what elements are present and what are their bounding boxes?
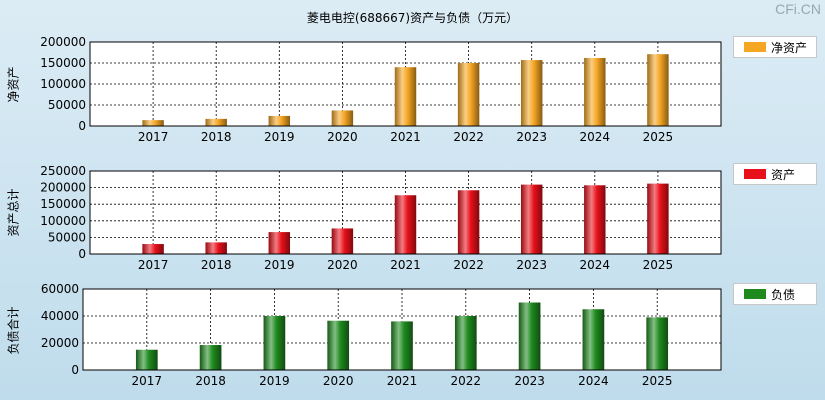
legend-swatch-liabilities (744, 289, 766, 299)
bar-net_assets-2017 (142, 120, 164, 126)
bar-net_assets-2021 (394, 67, 417, 126)
bar-liabilities-2023 (518, 302, 541, 370)
bar-liabilities-2018 (199, 345, 222, 370)
y-tick-label-total_assets: 50000 (48, 230, 86, 244)
y-tick-label-liabilities: 0 (71, 363, 79, 377)
bar-total_assets-2022 (457, 190, 480, 254)
bar-total_assets-2021 (394, 195, 417, 254)
bar-total_assets-2023 (520, 184, 543, 254)
x-tick-label-total_assets: 2023 (516, 258, 547, 272)
y-tick-label-total_assets: 200000 (40, 181, 86, 195)
bar-liabilities-2022 (454, 316, 477, 370)
bar-total_assets-2017 (142, 244, 164, 254)
x-tick-label-total_assets: 2025 (643, 258, 674, 272)
x-tick-label-total_assets: 2020 (327, 258, 358, 272)
bar-liabilities-2019 (263, 316, 286, 370)
legend-swatch-assets (744, 169, 766, 179)
x-tick-label-total_assets: 2019 (264, 258, 295, 272)
bar-total_assets-2020 (331, 228, 354, 254)
bar-total_assets-2018 (205, 242, 227, 254)
bar-total_assets-2025 (647, 183, 669, 254)
y-tick-label-liabilities: 40000 (41, 309, 79, 323)
bar-net_assets-2018 (205, 118, 227, 126)
legend-assets: 资产 (733, 163, 817, 185)
x-tick-label-liabilities: 2019 (259, 374, 290, 388)
x-tick-label-liabilities: 2022 (451, 374, 482, 388)
legend-liabilities: 负债 (733, 283, 817, 305)
x-tick-label-net_assets: 2024 (580, 130, 611, 144)
bar-liabilities-2017 (135, 349, 158, 370)
x-tick-label-liabilities: 2025 (642, 374, 673, 388)
x-tick-label-liabilities: 2017 (132, 374, 163, 388)
legend-net-assets: 净资产 (733, 36, 817, 58)
plot-frame-total_assets (89, 170, 722, 255)
plot-frame-liabilities (82, 288, 722, 371)
x-tick-label-net_assets: 2021 (390, 130, 421, 144)
x-tick-label-total_assets: 2018 (201, 258, 232, 272)
bar-liabilities-2024 (582, 309, 605, 370)
x-tick-label-net_assets: 2017 (138, 130, 169, 144)
y-tick-label-net_assets: 200000 (40, 35, 86, 49)
x-tick-label-total_assets: 2017 (138, 258, 169, 272)
bar-net_assets-2025 (647, 54, 669, 126)
y-tick-label-net_assets: 100000 (40, 77, 86, 91)
x-tick-label-total_assets: 2021 (390, 258, 421, 272)
y-tick-label-total_assets: 0 (78, 247, 86, 261)
legend-label-liabilities: 负债 (771, 287, 796, 302)
y-tick-label-net_assets: 50000 (48, 98, 86, 112)
legend-label-assets: 资产 (771, 167, 796, 182)
bar-liabilities-2025 (646, 317, 669, 370)
legend-label-net-assets: 净资产 (771, 40, 808, 55)
y-tick-label-liabilities: 60000 (41, 282, 79, 296)
bar-net_assets-2019 (268, 115, 291, 126)
bar-net_assets-2020 (331, 110, 354, 126)
watermark-logo: CFi.CN (775, 1, 821, 17)
x-tick-label-total_assets: 2024 (580, 258, 611, 272)
plot-frame-net_assets (89, 41, 722, 127)
y-tick-label-total_assets: 100000 (40, 214, 86, 228)
x-tick-label-net_assets: 2025 (643, 130, 674, 144)
x-tick-label-liabilities: 2020 (323, 374, 354, 388)
bar-net_assets-2022 (457, 63, 480, 126)
bar-total_assets-2024 (584, 185, 606, 254)
x-tick-label-liabilities: 2021 (387, 374, 418, 388)
chart-title: 菱电电控(688667)资产与负债（万元） (306, 11, 519, 25)
y-tick-label-total_assets: 250000 (40, 164, 86, 178)
y-tick-label-net_assets: 0 (78, 119, 86, 133)
y-tick-label-liabilities: 20000 (41, 336, 79, 350)
y-axis-label-liabilities: 负债合计 (6, 305, 21, 355)
bar-liabilities-2020 (327, 320, 350, 370)
x-tick-label-liabilities: 2018 (195, 374, 226, 388)
x-tick-label-total_assets: 2022 (453, 258, 484, 272)
y-tick-label-total_assets: 150000 (40, 197, 86, 211)
x-tick-label-liabilities: 2023 (514, 374, 545, 388)
y-tick-label-net_assets: 150000 (40, 56, 86, 70)
y-axis-label-net-assets: 净资产 (6, 65, 21, 103)
legend-swatch-net-assets (744, 42, 766, 52)
x-tick-label-net_assets: 2019 (264, 130, 295, 144)
y-axis-label-total-assets: 资产总计 (6, 187, 21, 237)
bar-liabilities-2021 (391, 321, 413, 370)
x-tick-label-net_assets: 2020 (327, 130, 358, 144)
bar-net_assets-2024 (584, 57, 606, 126)
x-tick-label-net_assets: 2022 (453, 130, 484, 144)
bar-net_assets-2023 (520, 60, 543, 127)
x-tick-label-net_assets: 2018 (201, 130, 232, 144)
bar-total_assets-2019 (268, 232, 291, 254)
x-tick-label-liabilities: 2024 (578, 374, 609, 388)
x-tick-label-net_assets: 2023 (516, 130, 547, 144)
